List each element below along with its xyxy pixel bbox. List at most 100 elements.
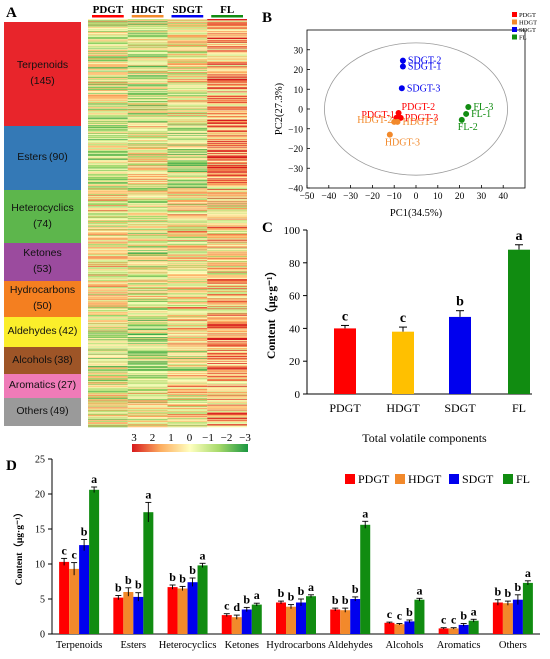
heatmap-cell [167,396,208,398]
heatmap-category-name: Aromatics [8,379,56,392]
heatmap-cell [127,280,168,282]
heatmap-cell [167,205,208,207]
heatmap-cell [127,393,168,395]
heatmap-cell [127,355,168,357]
heatmap-cell [167,153,208,155]
heatmap-cell [167,52,208,54]
heatmap-cell [167,240,208,242]
heatmap-cell [88,282,128,284]
heatmap-cell [167,358,208,360]
heatmap-cell [88,329,128,331]
heatmap-cell [167,406,208,408]
heatmap-cell [167,289,208,291]
heatmap-cell [88,68,128,70]
heatmap-cell [88,38,128,40]
heatmap-cell [88,113,128,115]
heatmap-cell [167,337,208,339]
heatmap-cell [127,50,168,52]
heatmap-cell [167,37,208,39]
heatmap-cell [88,380,128,382]
heatmap-cell [167,389,208,391]
heatmap-cell [127,143,168,145]
heatmap-cell [167,69,208,71]
heatmap-cell [88,229,128,231]
heatmap-cell [88,219,128,221]
heatmap-cell [167,299,208,301]
pca-legend-label: PDGT [519,12,536,19]
heatmap-cell [167,220,208,222]
heatmap-cell [88,288,128,290]
heatmap-cell [207,291,247,294]
heatmap-cell [207,161,247,163]
heatmap-cell [167,126,208,128]
heatmap-cell [167,279,208,281]
heatmap-cell [167,426,208,428]
heatmap-cell [207,353,247,355]
heatmap-cell [167,268,208,271]
pca-x-tick-label: 40 [498,192,508,202]
heatmap-cell [88,135,128,137]
heatmap-cell [127,210,168,212]
heatmap-cell [207,243,247,245]
heatmap-cell [127,172,168,174]
d-significance-letter: a [525,566,531,580]
heatmap-category-label: Hydrocarbons (50) [4,281,81,317]
heatmap-cell [127,332,168,334]
d-x-tick-label: Others [499,640,527,651]
heatmap-cell [207,400,247,402]
heatmap-cell [88,291,128,293]
heatmap-cell [207,263,247,265]
heatmap-cell [127,363,168,365]
heatmap-cell [167,391,208,393]
heatmap-cell [88,387,128,389]
heatmap-cell [207,217,247,220]
heatmap-cell [127,240,168,243]
heatmap-cell [207,296,247,298]
heatmap-cell [207,190,247,192]
pca-point-sdgt-1 [399,63,406,70]
heatmap-cell [207,37,247,39]
heatmap-cell [167,147,208,149]
heatmap-cell [167,369,208,371]
heatmap-cell [167,20,208,22]
d-significance-letter: c [397,609,403,623]
heatmap-cell [207,237,247,239]
heatmap-cell [207,288,247,290]
heatmap-cell [207,274,247,276]
heatmap-cell [127,220,168,222]
heatmap-cell [127,21,168,23]
heatmap-cell [167,216,208,218]
heatmap-cell [127,128,168,130]
heatmap-cell [127,183,168,185]
heatmap-cell [207,343,247,345]
heatmap-cell [167,123,208,125]
heatmap-cell [207,158,247,160]
heatmap-cell [127,64,168,67]
heatmap-cell [207,136,247,138]
heatmap-cell [127,243,168,245]
heatmap-cell [88,368,128,370]
heatmap-cell [167,224,208,226]
heatmap-cell [127,40,168,42]
heatmap-cell [88,230,128,232]
d-bar-sdgt [458,624,469,634]
heatmap-cell [88,92,128,95]
heatmap-cell [207,423,247,425]
heatmap-cell [167,26,208,28]
heatmap-cell [88,82,128,84]
heatmap-cell [167,200,208,202]
heatmap-cell [167,201,208,203]
d-legend-swatch [345,474,355,484]
heatmap-cell [167,394,208,396]
heatmap-cell [88,79,128,81]
heatmap-cell [207,402,247,404]
heatmap-cell [127,256,168,258]
heatmap-cell [127,57,168,59]
heatmap-cell [127,327,168,329]
heatmap-cell [167,358,208,360]
d-significance-letter: b [406,605,413,619]
heatmap-cell [207,305,247,307]
heatmap-cell [207,169,247,171]
heatmap-cell [167,113,208,115]
heatmap-cell [88,383,128,385]
